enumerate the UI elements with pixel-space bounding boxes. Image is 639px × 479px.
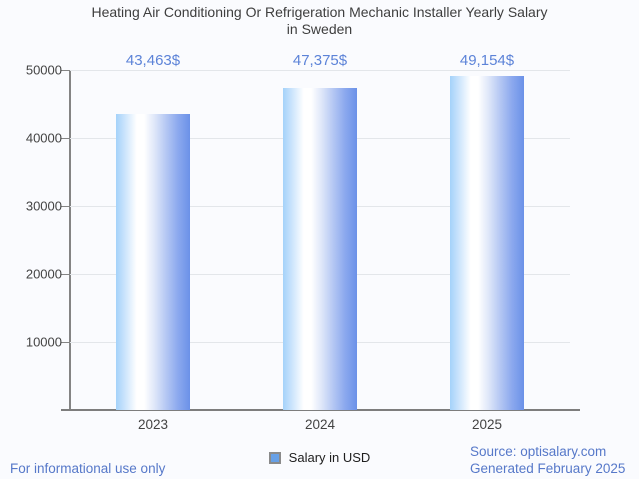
- source-text: Source: optisalary.com: [470, 444, 607, 459]
- legend-swatch-icon[interactable]: [268, 451, 281, 464]
- bar-value-label-2024: 47,375$: [292, 52, 348, 69]
- source-attribution: Source: optisalary.com Generated Februar…: [470, 443, 625, 477]
- y-tick-label-40000: 40000: [25, 130, 62, 146]
- generated-text: Generated February 2025: [470, 461, 626, 476]
- chart-title-line2: in Sweden: [286, 20, 353, 37]
- bar-2024: [283, 88, 357, 410]
- x-axis-line: [61, 409, 580, 411]
- chart-title-line1: Heating Air Conditioning Or Refrigeratio…: [91, 4, 548, 20]
- y-tick-label-50000: 50000: [25, 62, 62, 78]
- x-tick-label-2024: 2024: [304, 417, 336, 432]
- chart-title: Heating Air Conditioning Or Refrigeratio…: [0, 4, 639, 37]
- bar-value-label-2025: 49,154$: [459, 52, 515, 69]
- x-tick-label-2023: 2023: [137, 417, 169, 432]
- disclaimer-text: For informational use only: [10, 461, 166, 476]
- y-axis-line: [69, 70, 71, 410]
- y-tick-50000: [61, 70, 70, 71]
- y-tick-label-10000: 10000: [25, 334, 62, 350]
- y-tick-20000: [61, 274, 70, 275]
- bar-2025: [450, 76, 524, 410]
- legend-label[interactable]: Salary in USD: [288, 450, 371, 465]
- x-tick-label-2025: 2025: [471, 417, 503, 432]
- plot-area: 10000 20000 30000 40000 50000 43,463$ 2023 47,3…: [26, 52, 580, 432]
- y-tick-40000: [61, 138, 70, 139]
- bar-2023: [116, 114, 190, 410]
- y-tick-30000: [61, 206, 70, 207]
- gridline-50000: [70, 70, 570, 71]
- chart-legend: Salary in USD: [0, 450, 639, 465]
- y-tick-label-20000: 20000: [25, 266, 62, 282]
- y-tick-label-30000: 30000: [25, 198, 62, 214]
- bar-value-label-2023: 43,463$: [125, 52, 181, 69]
- y-tick-10000: [61, 342, 70, 343]
